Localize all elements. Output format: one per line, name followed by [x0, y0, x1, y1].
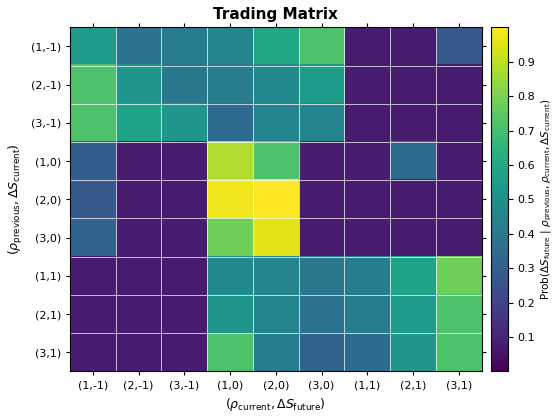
Title: Trading Matrix: Trading Matrix — [213, 7, 338, 22]
X-axis label: ($\rho_{\mathrm{current}},\Delta S_{\mathrm{future}}$): ($\rho_{\mathrm{current}},\Delta S_{\mat… — [226, 396, 326, 413]
Y-axis label: ($\rho_{\mathrm{previous}},\Delta S_{\mathrm{current}}$): ($\rho_{\mathrm{previous}},\Delta S_{\ma… — [7, 144, 25, 255]
Y-axis label: Prob($\Delta S_{\mathrm{future}}$ | $\rho_{\mathrm{previous}},\rho_{\mathrm{curr: Prob($\Delta S_{\mathrm{future}}$ | $\rh… — [539, 99, 554, 300]
